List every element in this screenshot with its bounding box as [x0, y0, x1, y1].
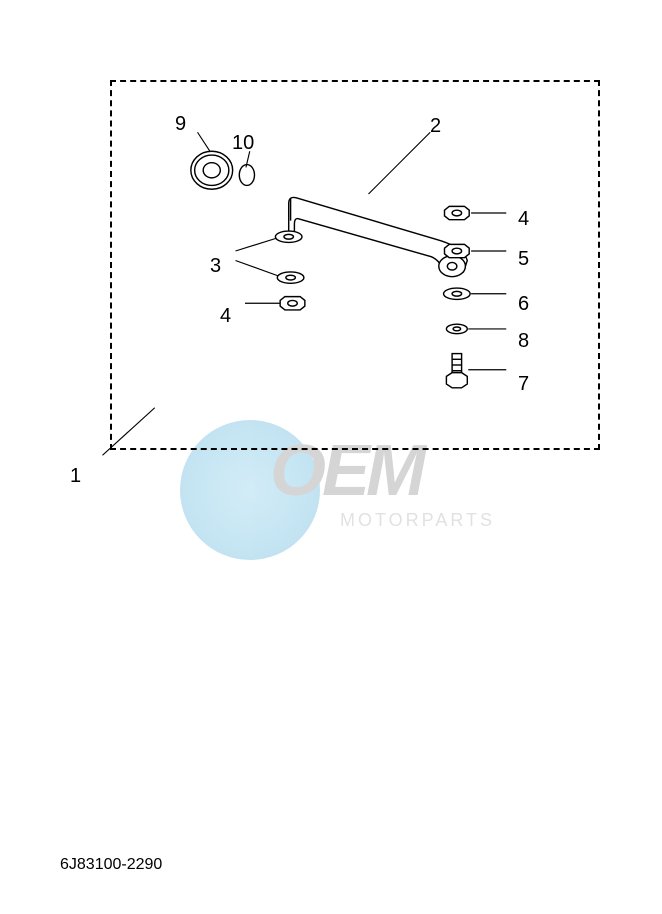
watermark-sub-text: MOTORPARTS — [340, 510, 495, 531]
callout-7: 7 — [518, 373, 529, 396]
part-washers-3 — [275, 231, 304, 283]
part-collar-9 — [191, 151, 233, 189]
diagram-area: 1 2 3 4 4 5 6 7 8 9 10 — [80, 80, 600, 460]
callout-8: 8 — [518, 330, 529, 353]
part-washer-6 — [444, 288, 471, 299]
part-bolt-7 — [446, 354, 467, 388]
callout-9: 9 — [175, 113, 186, 136]
callout-1: 1 — [70, 465, 81, 488]
callout-6: 6 — [518, 293, 529, 316]
part-nut-4a — [280, 297, 305, 310]
callout-4a: 4 — [220, 305, 231, 328]
callout-5: 5 — [518, 248, 529, 271]
part-washer-8 — [446, 324, 467, 334]
callout-10: 10 — [232, 132, 254, 155]
part-nut-5 — [445, 244, 470, 257]
diagram-part-code: 6J83100-2290 — [60, 856, 162, 874]
callout-3: 3 — [210, 255, 221, 278]
part-rod-2 — [289, 197, 468, 276]
callout-4b: 4 — [518, 208, 529, 231]
callout-2: 2 — [430, 115, 441, 138]
part-nut-4b — [445, 206, 470, 219]
part-oring-10 — [239, 165, 254, 186]
